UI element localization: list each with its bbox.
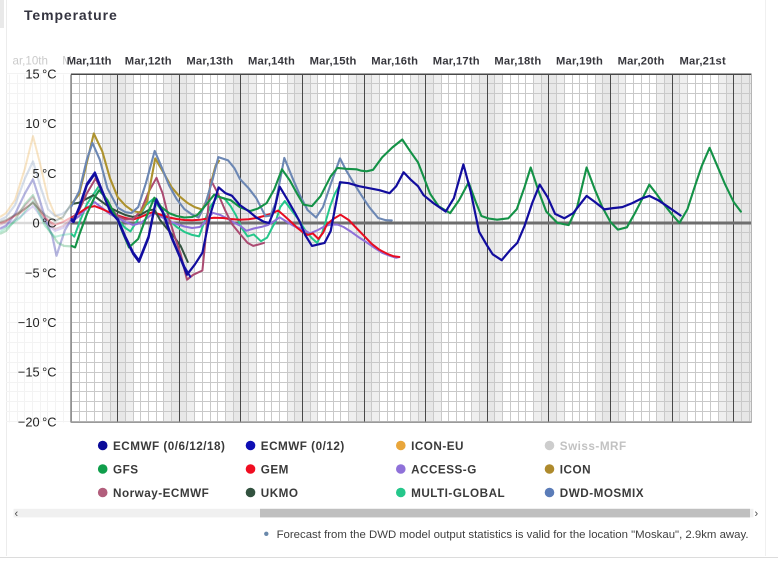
svg-text:Mar,18th: Mar,18th — [494, 55, 541, 67]
svg-text:‹: ‹ — [15, 508, 19, 520]
svg-text:10 °C: 10 °C — [25, 116, 56, 131]
svg-text:Forecast from the DWD model ou: Forecast from the DWD model output stati… — [277, 529, 749, 541]
svg-text:0 °C: 0 °C — [32, 216, 56, 231]
svg-text:›: › — [755, 508, 759, 520]
svg-text:−5 °C: −5 °C — [25, 265, 57, 280]
svg-text:ECMWF (0/12): ECMWF (0/12) — [261, 440, 345, 453]
svg-text:ar,10th: ar,10th — [13, 54, 48, 67]
svg-text:DWD-MOSMIX: DWD-MOSMIX — [560, 487, 644, 500]
svg-text:Mar,17th: Mar,17th — [433, 55, 480, 67]
svg-text:−15 °C: −15 °C — [18, 365, 57, 380]
svg-text:GEM: GEM — [261, 463, 289, 476]
svg-text:Mar,19th: Mar,19th — [556, 55, 603, 67]
svg-text:ICON-EU: ICON-EU — [411, 440, 464, 453]
svg-text:Mar,20th: Mar,20th — [618, 55, 665, 67]
svg-text:Mar,21st: Mar,21st — [680, 55, 726, 67]
svg-text:Mar,15th: Mar,15th — [310, 55, 357, 67]
svg-text:ACCESS-G: ACCESS-G — [411, 463, 477, 476]
svg-text:Norway-ECMWF: Norway-ECMWF — [113, 487, 209, 500]
svg-text:Mar,12th: Mar,12th — [125, 55, 172, 67]
svg-text:GFS: GFS — [113, 463, 139, 476]
svg-text:M: M — [62, 54, 72, 67]
svg-text:UKMO: UKMO — [261, 487, 299, 500]
svg-text:Swiss-MRF: Swiss-MRF — [560, 440, 627, 453]
svg-text:15 °C: 15 °C — [25, 67, 56, 82]
svg-text:ECMWF (0/6/12/18): ECMWF (0/6/12/18) — [113, 440, 225, 453]
svg-text:−10 °C: −10 °C — [18, 315, 57, 330]
svg-text:−20 °C: −20 °C — [18, 414, 57, 429]
svg-text:5 °C: 5 °C — [32, 166, 56, 181]
svg-text:ICON: ICON — [560, 463, 591, 476]
svg-text:Mar,11th: Mar,11th — [67, 55, 112, 67]
svg-text:MULTI-GLOBAL: MULTI-GLOBAL — [411, 487, 505, 500]
svg-text:Mar,13th: Mar,13th — [186, 55, 233, 67]
svg-text:Mar,14th: Mar,14th — [248, 55, 295, 67]
svg-text:Mar,16th: Mar,16th — [371, 55, 418, 67]
